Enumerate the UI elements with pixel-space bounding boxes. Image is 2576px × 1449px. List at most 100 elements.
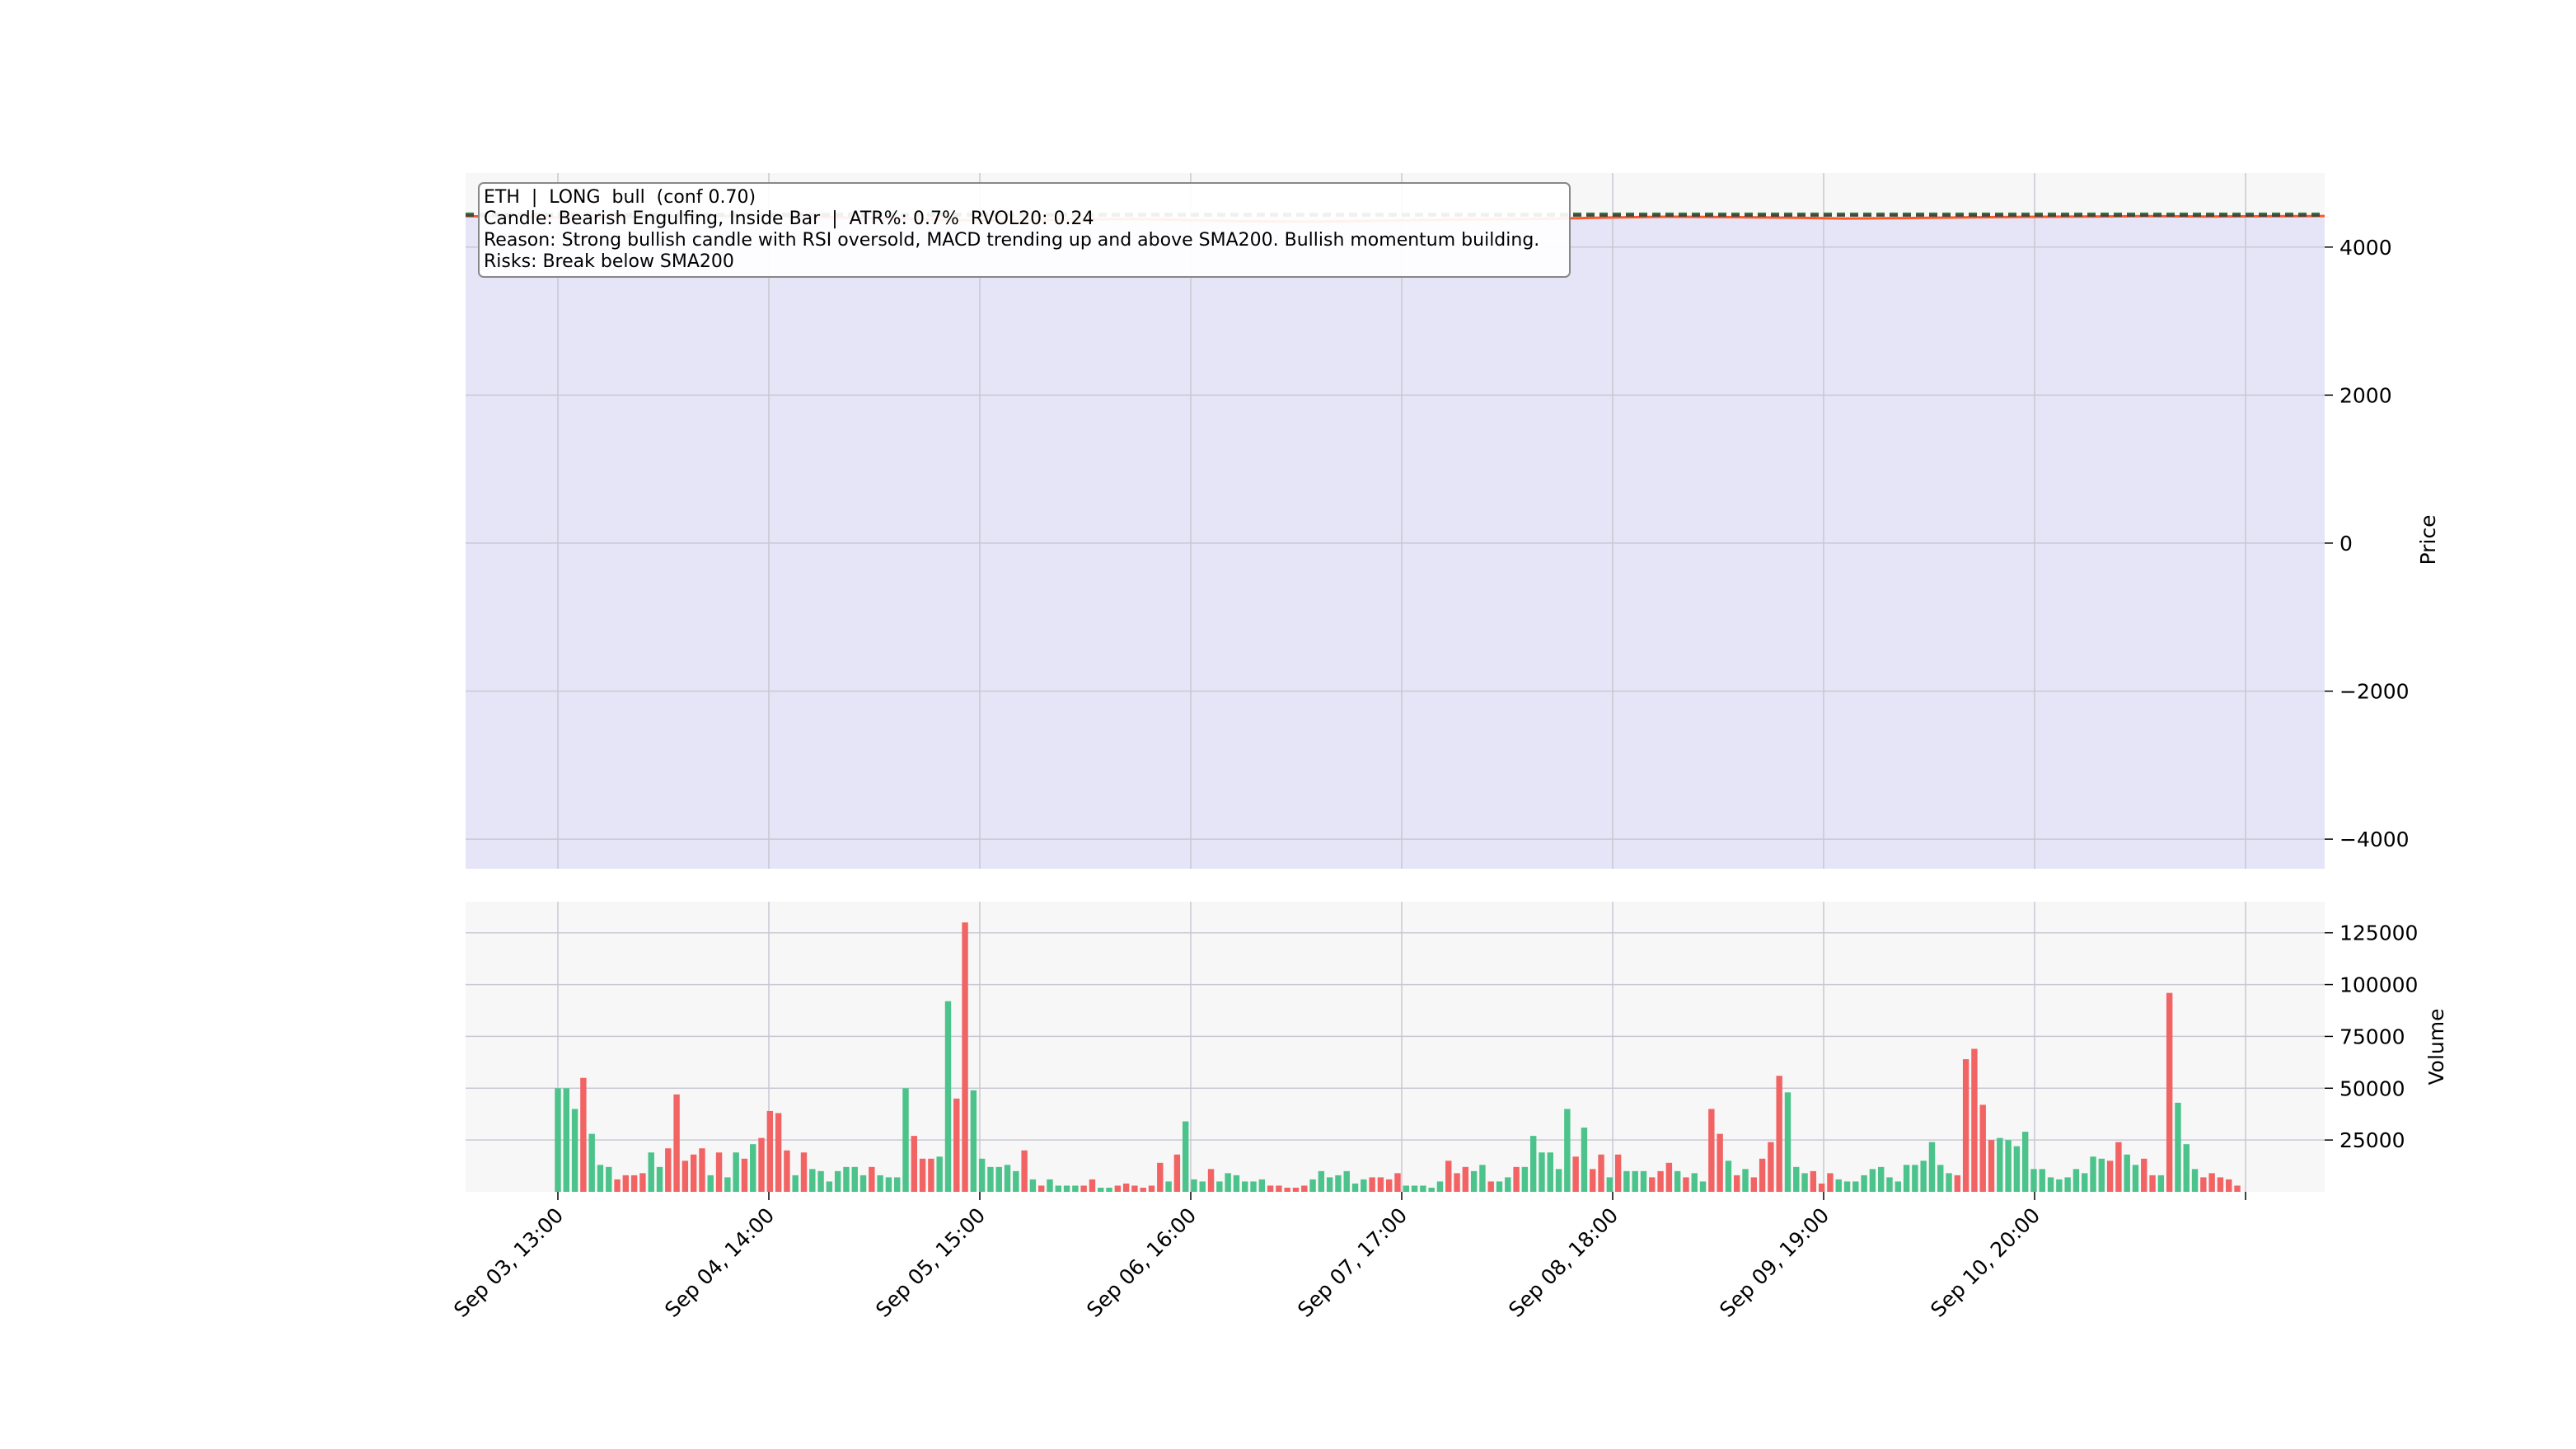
price-panel: 4000 2000 0 −2000 −4000 Price [465,173,2440,870]
volume-bar [859,1175,867,1192]
volume-bar [2208,1173,2215,1192]
volume-bar [1072,1185,1079,1192]
volume-bar [2175,1102,2181,1192]
volume-bar [1691,1173,1698,1192]
volume-bar [1606,1177,1614,1192]
volume-bar [1258,1179,1266,1192]
volume-bar [1784,1092,1791,1192]
volume-bar [606,1166,612,1192]
volume-bar [1021,1150,1028,1192]
volume-bar [597,1165,604,1192]
volume-bar [1013,1170,1019,1192]
volume-bar [1555,1169,1562,1192]
volume-bar [1725,1161,1732,1192]
volume-bar [1674,1170,1681,1192]
volume-bar [1267,1185,1274,1192]
volume-bar [919,1158,926,1192]
volume-bar [1937,1165,1944,1192]
volume-bar [911,1136,918,1192]
volume-bar [2082,1173,2088,1192]
x-tick-label: Sep 06, 16:00 [1082,1203,1201,1322]
volume-bar [970,1090,977,1192]
volume-bar [758,1137,765,1192]
volume-bar [1386,1179,1393,1192]
volume-bar [1292,1187,1300,1192]
volume-bar [784,1150,790,1192]
annotation-line-risks: Risks: Break below SMA200 [484,251,734,272]
volume-bar [2141,1158,2147,1192]
volume-bar [673,1094,680,1192]
volume-panel: 25000 50000 75000 100000 125000 Volume [466,902,2448,1192]
volume-bar [1699,1181,1707,1192]
volume-bar [2073,1169,2080,1192]
volume-bar [2124,1154,2130,1192]
price-y-tick-label: −4000 [2339,828,2410,851]
volume-bar [1768,1142,1774,1192]
volume-bar [1047,1179,1053,1192]
volume-bar [1708,1109,1715,1192]
volume-bar [1479,1165,1486,1192]
volume-bar [902,1088,909,1192]
price-y-tick-label: −2000 [2339,680,2410,704]
volume-bar [1496,1181,1503,1192]
volume-bar [1759,1158,1766,1192]
volume-bar [1225,1173,1231,1192]
volume-bar [715,1152,723,1192]
volume-bar [1742,1169,1749,1192]
volume-bar [834,1170,841,1192]
volume-bar [1640,1170,1647,1192]
volume-bar [733,1152,739,1192]
volume-bar [1997,1137,2003,1192]
volume-bar [1903,1165,1910,1192]
volume-bar [1411,1185,1418,1192]
volume-bar [2090,1156,2096,1192]
volume-bar [1912,1165,1918,1192]
volume-bar [2183,1144,2190,1192]
volume-bar [563,1088,569,1192]
volume-bar [2005,1140,2012,1192]
volume-bar [2115,1142,2122,1192]
volume-bar [792,1175,799,1192]
volume-bar [2064,1177,2071,1192]
volume-bar [1513,1166,1520,1192]
volume-bar [1649,1177,1656,1192]
volume-bar [1318,1170,1325,1192]
volume-bar [953,1098,960,1192]
volume-bar [1122,1183,1130,1192]
volume-bar [1717,1133,1723,1192]
volume-bar [1810,1170,1817,1192]
volume-bar [1505,1177,1511,1192]
volume-bar [1080,1185,1087,1192]
volume-bar [1521,1166,1529,1192]
volume-bar [2132,1165,2139,1192]
volume-bar [1877,1166,1885,1192]
price-y-axis: 4000 2000 0 −2000 −4000 [2325,236,2410,851]
volume-y-tick-label: 25000 [2339,1128,2405,1152]
volume-bar [1539,1152,1545,1192]
volume-bar [1191,1179,1197,1192]
volume-bar [571,1109,578,1192]
volume-bar [1004,1165,1011,1192]
volume-bar [580,1077,587,1192]
volume-bar [1106,1187,1112,1192]
x-tick-label: Sep 10, 20:00 [1926,1203,2044,1322]
volume-bar [656,1166,663,1192]
volume-bar [1284,1187,1290,1192]
volume-bar [1394,1173,1401,1192]
volume-bar [1776,1076,1782,1192]
volume-bar [885,1177,892,1192]
volume-bar [1089,1179,1096,1192]
volume-bar [1403,1185,1409,1192]
volume-bar [1835,1179,1842,1192]
price-y-tick-label: 0 [2339,532,2353,556]
volume-bar [775,1113,782,1192]
volume-bar [724,1177,731,1192]
price-y-axis-label: Price [2416,515,2440,565]
volume-bar [944,1001,952,1192]
volume-bar [630,1175,638,1192]
volume-bar [1614,1154,1622,1192]
volume-bar [1750,1177,1758,1192]
volume-bar [1988,1140,1995,1192]
volume-bar [1216,1181,1223,1192]
